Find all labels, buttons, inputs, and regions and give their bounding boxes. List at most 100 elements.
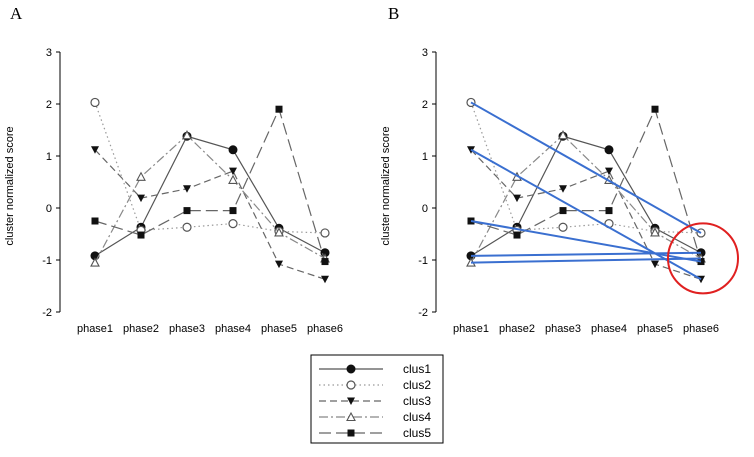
x-tick-label: phase6 bbox=[307, 323, 343, 335]
legend-entry-clus4: clus4 bbox=[319, 410, 431, 424]
y-tick-label: 0 bbox=[422, 203, 428, 215]
series-clus4 bbox=[90, 130, 330, 267]
x-tick-label: phase5 bbox=[637, 323, 673, 335]
y-tick-label: 2 bbox=[422, 99, 428, 111]
series-clus3 bbox=[91, 146, 329, 284]
y-tick-label: -2 bbox=[42, 307, 52, 319]
overlay-line bbox=[470, 101, 702, 234]
panel-b: B 3 2 1 0 -1 -2 cluster normalized score phase1 p… bbox=[380, 4, 739, 335]
legend-label: clus4 bbox=[403, 410, 431, 424]
data-point-clus2 bbox=[90, 97, 100, 108]
data-point-clus3 bbox=[651, 260, 659, 269]
data-point-clus4 bbox=[90, 257, 100, 267]
x-tick-label: phase2 bbox=[123, 323, 159, 335]
data-point-clus3 bbox=[559, 185, 567, 193]
data-point-clus5 bbox=[605, 207, 613, 215]
data-point-clus4 bbox=[136, 171, 146, 181]
data-point-clus4 bbox=[650, 227, 660, 237]
data-point-clus4 bbox=[558, 130, 568, 140]
legend-entry-clus3: clus3 bbox=[319, 394, 431, 408]
series-line-clus2 bbox=[94, 102, 326, 234]
data-point-clus2 bbox=[558, 222, 568, 232]
series-line-clus5 bbox=[94, 107, 326, 262]
y-tick-label: 2 bbox=[46, 99, 52, 111]
legend-marker bbox=[346, 380, 356, 390]
series-line-clus4 bbox=[94, 134, 326, 263]
overlay-line bbox=[470, 257, 702, 264]
x-tick-label: phase3 bbox=[169, 323, 205, 335]
legend-marker bbox=[347, 429, 355, 437]
legend-entry-clus1: clus1 bbox=[319, 362, 431, 376]
series-line-clus2 bbox=[470, 102, 702, 234]
data-point-clus3 bbox=[137, 194, 145, 203]
data-point-clus5 bbox=[321, 258, 329, 266]
series-line-clus3 bbox=[470, 149, 702, 280]
y-tick-label: 0 bbox=[46, 203, 52, 215]
series-line-clus3 bbox=[94, 149, 326, 280]
data-point-clus3 bbox=[183, 185, 191, 193]
series-clus2 bbox=[90, 97, 330, 238]
overlay-lines bbox=[470, 101, 702, 281]
data-point-clus5 bbox=[183, 207, 191, 215]
data-point-clus5 bbox=[513, 231, 521, 239]
data-point-clus3 bbox=[321, 275, 329, 284]
legend: clus1 clus2 clus3 clus4 clus5 bbox=[310, 354, 444, 444]
series-clus5 bbox=[91, 105, 329, 266]
x-tick-label: phase1 bbox=[453, 323, 489, 335]
y-tick-label: 3 bbox=[46, 47, 52, 59]
series-line-clus1 bbox=[94, 135, 326, 257]
legend-entry-clus5: clus5 bbox=[319, 426, 431, 440]
data-point-clus3 bbox=[91, 146, 99, 154]
legend-label: clus3 bbox=[403, 394, 431, 408]
legend-label: clus2 bbox=[403, 378, 431, 392]
data-point-clus4 bbox=[274, 227, 284, 237]
data-point-clus5 bbox=[91, 217, 99, 225]
y-tick-label: -1 bbox=[418, 255, 428, 267]
legend-label: clus1 bbox=[403, 362, 431, 376]
data-point-clus2 bbox=[228, 219, 238, 229]
y-tick-label: 1 bbox=[422, 151, 428, 163]
data-point-clus2 bbox=[182, 222, 192, 232]
data-point-clus4 bbox=[228, 174, 238, 184]
legend-box bbox=[310, 354, 444, 444]
data-point-clus1 bbox=[604, 145, 614, 155]
data-point-clus5 bbox=[559, 207, 567, 215]
y-tick-label: -2 bbox=[418, 307, 428, 319]
data-point-clus3 bbox=[605, 167, 613, 176]
panel-letter: B bbox=[388, 4, 399, 23]
overlay-line bbox=[470, 220, 702, 263]
panel-a: A 3 2 1 0 -1 -2 cluster normalized score phase1 p… bbox=[4, 4, 343, 335]
series-line-clus4 bbox=[470, 134, 702, 263]
data-point-clus4 bbox=[182, 130, 192, 140]
x-tick-label: phase4 bbox=[591, 323, 627, 335]
x-tick-label: phase2 bbox=[499, 323, 535, 335]
legend-marker bbox=[346, 364, 356, 374]
data-point-clus3 bbox=[513, 194, 521, 203]
data-point-clus3 bbox=[229, 167, 237, 176]
data-point-clus1 bbox=[228, 145, 238, 155]
x-tick-label: phase1 bbox=[77, 323, 113, 335]
x-tick-label: phase3 bbox=[545, 323, 581, 335]
series-line-clus5 bbox=[470, 107, 702, 262]
legend-entry-clus2: clus2 bbox=[319, 378, 431, 392]
series-clus3 bbox=[467, 146, 705, 284]
legend-marker bbox=[347, 397, 355, 405]
series-line-clus1 bbox=[470, 135, 702, 257]
x-tick-label: phase5 bbox=[261, 323, 297, 335]
y-tick-label: -1 bbox=[42, 255, 52, 267]
legend-marker bbox=[346, 411, 356, 422]
data-point-clus5 bbox=[137, 231, 145, 239]
overlay-line bbox=[470, 148, 702, 281]
data-point-clus3 bbox=[275, 260, 283, 269]
data-point-clus5 bbox=[229, 207, 237, 215]
y-axis-label: cluster normalized score bbox=[4, 126, 16, 245]
y-tick-label: 1 bbox=[46, 151, 52, 163]
data-point-clus5 bbox=[275, 105, 283, 113]
legend-label: clus5 bbox=[403, 426, 431, 440]
overlay-line bbox=[470, 251, 702, 257]
y-tick-label: 3 bbox=[422, 47, 428, 59]
y-axis-label: cluster normalized score bbox=[380, 126, 392, 245]
x-tick-label: phase6 bbox=[683, 323, 719, 335]
data-point-clus5 bbox=[651, 105, 659, 113]
panel-letter: A bbox=[10, 4, 23, 23]
